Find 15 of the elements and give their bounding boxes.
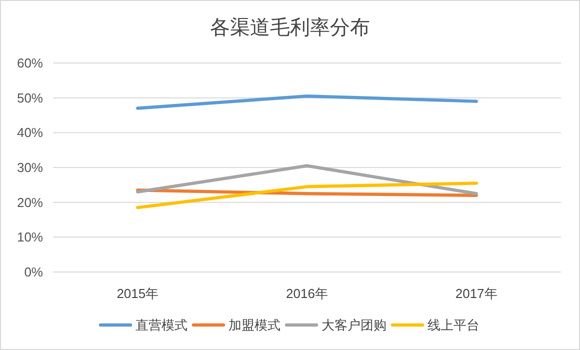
y-tick-label: 0% bbox=[24, 264, 44, 280]
y-tick-label: 10% bbox=[16, 230, 44, 245]
legend-label: 直营模式 bbox=[136, 318, 188, 332]
legend-label: 加盟模式 bbox=[228, 318, 280, 332]
x-tick-label: 2016年 bbox=[286, 286, 328, 301]
x-tick-label: 2015年 bbox=[116, 286, 159, 301]
legend-label: 大客户团购 bbox=[322, 318, 386, 332]
y-tick-label: 60% bbox=[16, 56, 44, 70]
y-tick-label: 50% bbox=[16, 90, 44, 106]
legend-label: 线上平台 bbox=[428, 318, 480, 332]
y-tick-label: 40% bbox=[16, 125, 44, 140]
x-tick-label: 2017年 bbox=[455, 286, 498, 301]
chart-title: 各渠道毛利率分布 bbox=[210, 17, 370, 39]
y-tick-label: 20% bbox=[16, 194, 44, 210]
y-tick-label: 30% bbox=[16, 160, 44, 175]
